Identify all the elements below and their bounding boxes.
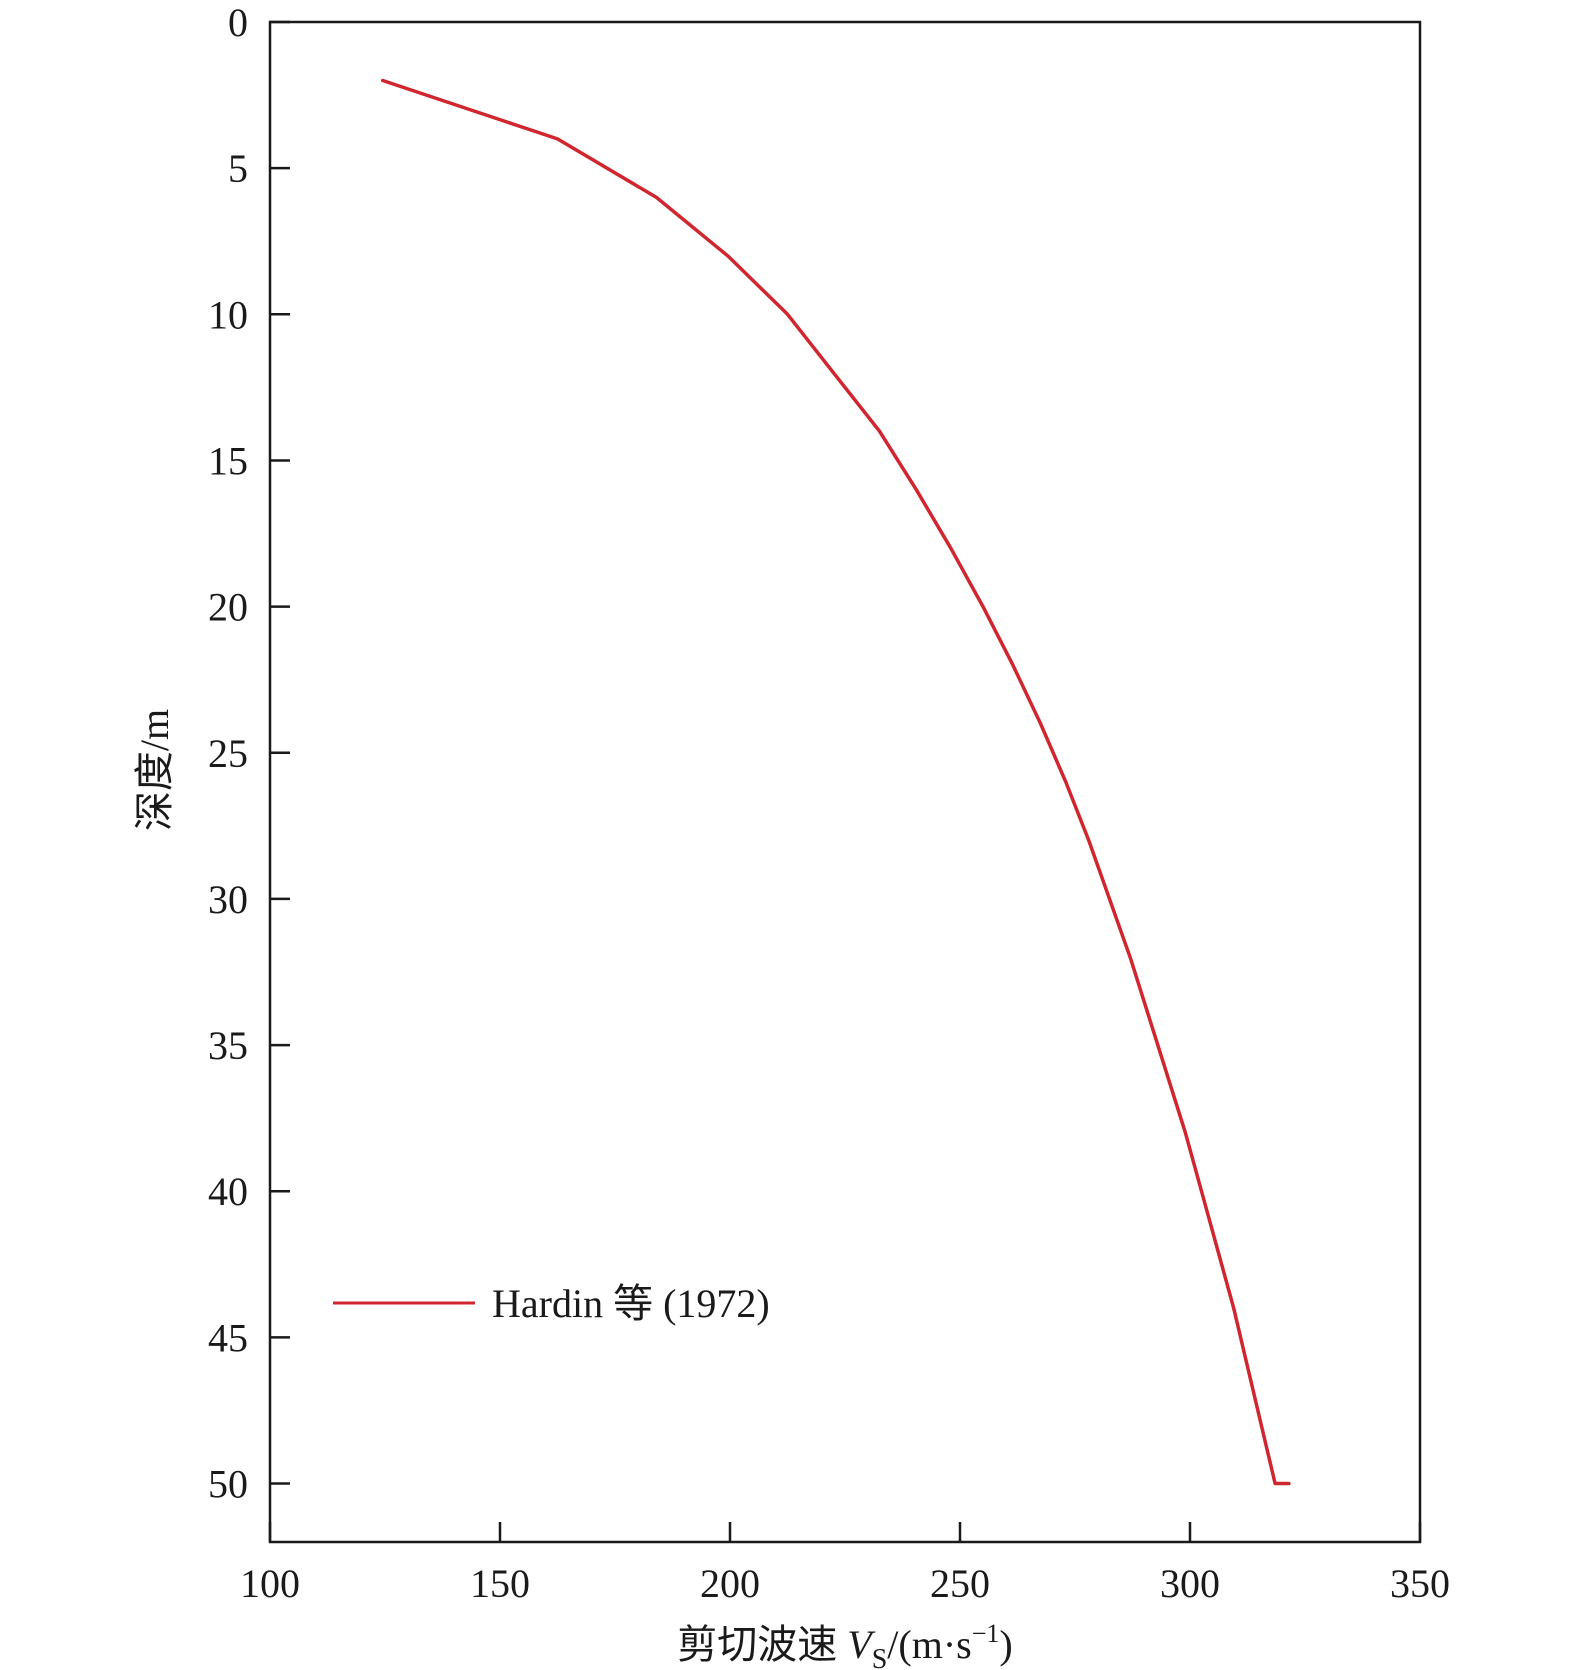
x-axis-title-subscript: S [872,1644,888,1670]
x-axis-title-unit-sup: −1 [972,1619,1000,1648]
y-tick-label: 20 [208,585,248,630]
y-tick-label: 0 [228,0,248,45]
y-tick-label: 45 [208,1315,248,1360]
y-tick-label: 25 [208,731,248,776]
x-tick-label: 350 [1390,1561,1450,1606]
x-tick-label: 200 [700,1561,760,1606]
x-axis: 100 150 200 250 300 350 [240,1522,1450,1606]
legend: Hardin 等 (1972) [333,1281,770,1326]
x-axis-title-symbol: V [847,1622,876,1667]
y-axis: 0 5 10 15 20 25 30 35 40 45 50 [208,0,290,1507]
x-axis-title-prefix: 剪切波速 [677,1622,847,1667]
x-tick-label: 250 [930,1561,990,1606]
y-tick-label: 30 [208,877,248,922]
x-tick-label: 100 [240,1561,300,1606]
y-tick-label: 10 [208,292,248,337]
x-axis-title-unit-close: ) [999,1622,1012,1667]
plot-frame [268,20,1422,1544]
y-tick-label: 5 [228,146,248,191]
x-tick-label: 150 [470,1561,530,1606]
y-tick-label: 50 [208,1462,248,1507]
series-line [380,78,1291,1486]
y-tick-label: 40 [208,1169,248,1214]
legend-label: Hardin 等 (1972) [492,1281,770,1326]
y-tick-label: 35 [208,1023,248,1068]
x-axis-title: 剪切波速 VS/(m·s−1) [677,1619,1012,1670]
x-axis-title-unit-open: /(m·s [887,1622,971,1667]
y-tick-label: 15 [208,438,248,483]
x-tick-label: 300 [1160,1561,1220,1606]
series-layer [380,78,1291,1486]
y-axis-title: 深度/m [132,709,177,831]
